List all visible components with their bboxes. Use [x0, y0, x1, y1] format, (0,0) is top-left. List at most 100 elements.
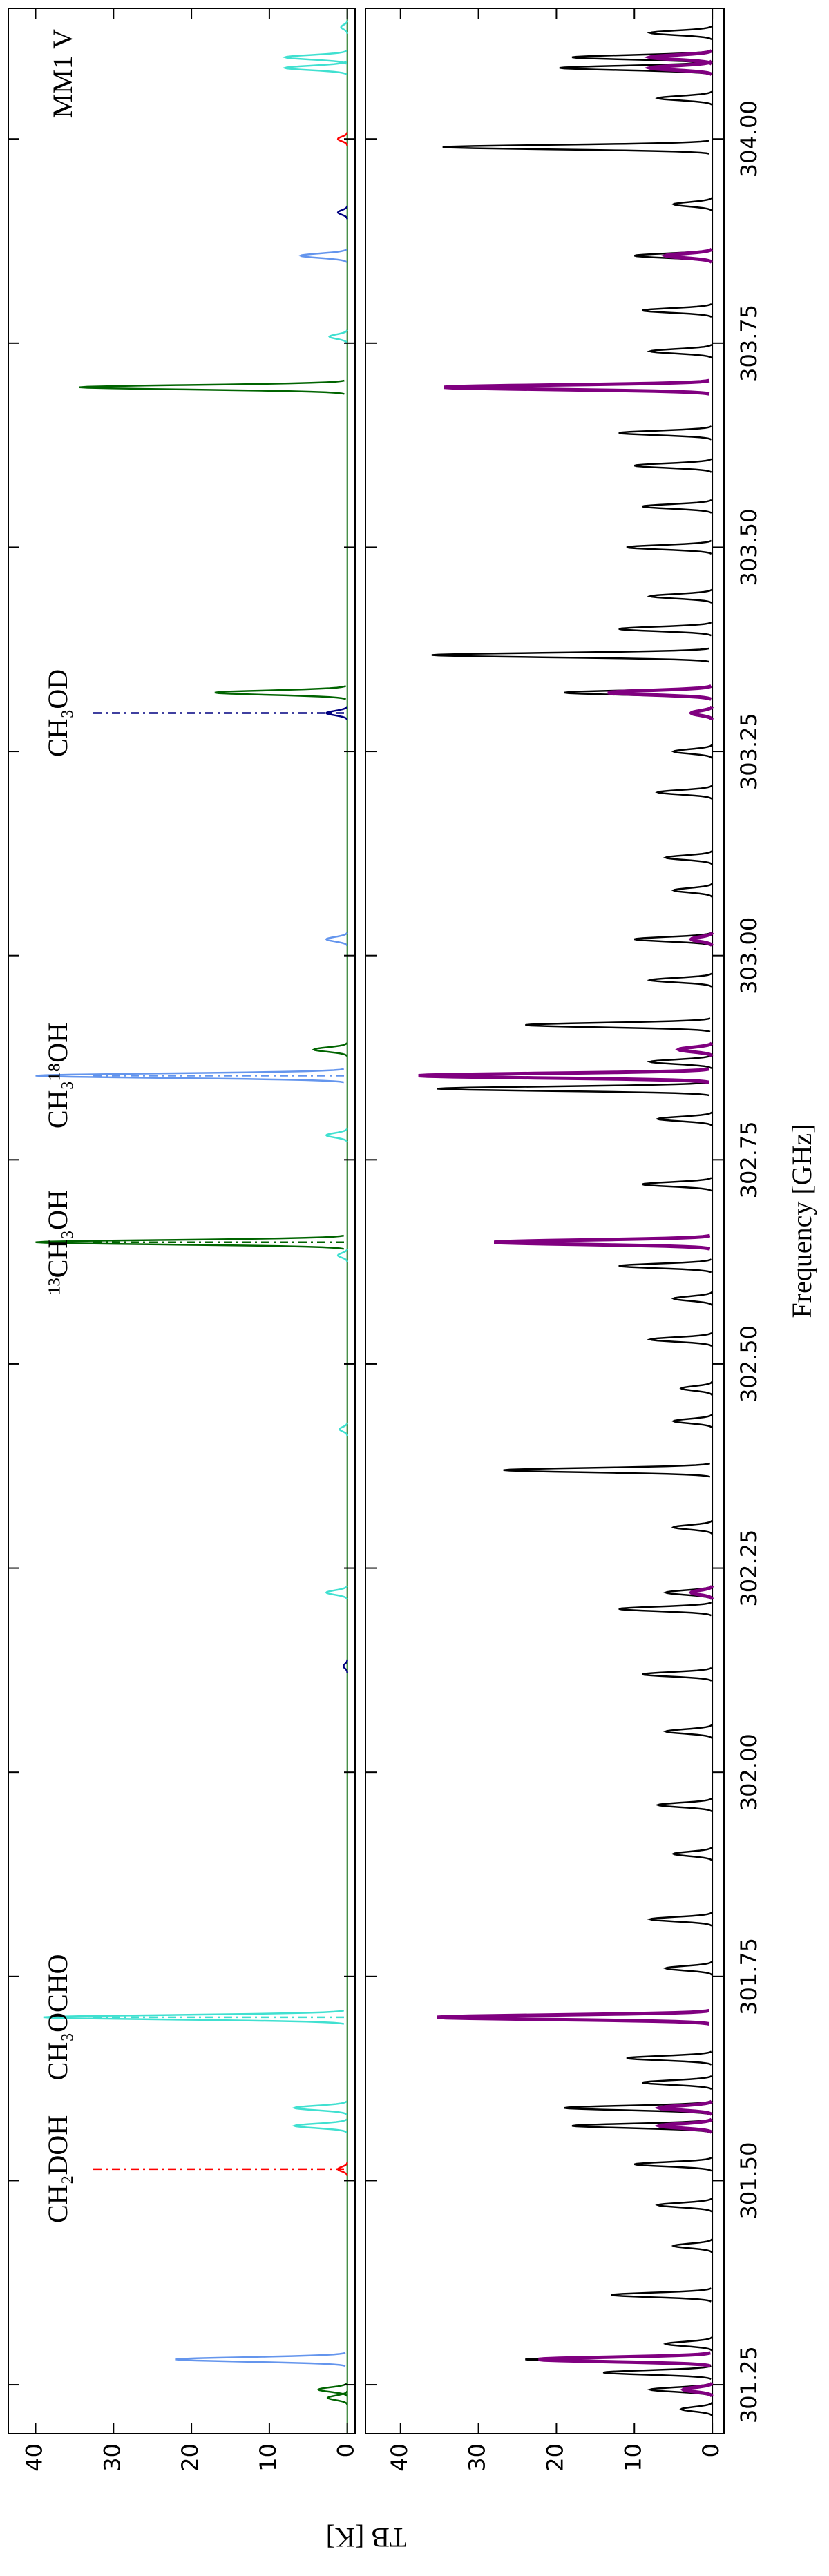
spectral-line	[647, 588, 712, 604]
spectral-line	[671, 1847, 713, 1861]
spectral-line	[328, 329, 348, 344]
x-tick-label: 303.50	[736, 508, 762, 586]
spectral-line	[35, 1234, 344, 1250]
spectral-line	[655, 1111, 713, 1126]
x-tick-label: 303.25	[736, 713, 762, 790]
spectral-line	[618, 621, 712, 637]
spectral-line	[671, 197, 713, 212]
x-tick-label: 301.50	[736, 2142, 762, 2219]
spectral-line	[642, 2075, 712, 2090]
spectral-line	[634, 458, 712, 473]
spectral-line	[647, 1054, 712, 1070]
x-tick-label: 302.50	[736, 1325, 762, 1403]
spectral-line	[564, 2100, 712, 2115]
spectral-line	[312, 1042, 348, 1057]
spectral-line	[493, 1233, 711, 1251]
x-tick-label: 302.75	[736, 1121, 762, 1198]
spectral-line	[655, 2198, 713, 2213]
spectral-line	[647, 1912, 712, 1927]
spectral-line	[325, 1128, 348, 1142]
spectral-line	[618, 1258, 712, 1273]
x-axis-label: Frequency [GHz]	[786, 1124, 817, 1318]
spectral-line	[336, 205, 348, 220]
y-tick-label: 40	[386, 2443, 412, 2472]
spectral-line	[663, 1724, 713, 1739]
spectral-line	[688, 706, 714, 720]
spectral-line	[79, 379, 345, 395]
spectral-line	[618, 425, 712, 441]
y-axis-label: TB [K]	[326, 2522, 407, 2553]
spectral-line	[647, 343, 712, 359]
spectral-line	[679, 1381, 713, 1396]
spectral-line	[642, 1666, 712, 1682]
spectral-line	[43, 2010, 344, 2025]
line-label: CH₃¹⁸OH	[42, 1023, 73, 1128]
spectral-line	[642, 499, 712, 514]
spectral-line	[525, 1017, 711, 1033]
spectral-line	[214, 685, 347, 700]
spectral-line	[292, 2118, 347, 2133]
y-tick-label: 40	[21, 2443, 47, 2472]
spectral-line	[643, 59, 713, 76]
spectral-line	[282, 60, 347, 75]
spectral-line	[618, 1601, 712, 1617]
spectral-line	[679, 2402, 713, 2416]
line-label: ¹³CH₃OH	[42, 1190, 73, 1294]
spectral-line	[654, 2099, 713, 2116]
spectral-line	[431, 647, 709, 663]
x-tick-label: 303.75	[736, 305, 762, 382]
x-tick-label: 301.25	[736, 2346, 762, 2423]
spectral-line	[339, 1422, 348, 1436]
spectral-line	[688, 932, 714, 947]
spectral-line	[634, 932, 712, 947]
spectral-line	[437, 1081, 709, 1097]
y-tick-label: 30	[464, 2443, 490, 2472]
spectral-line	[282, 50, 347, 65]
spectral-line	[634, 2157, 712, 2172]
spectral-line	[643, 49, 713, 66]
y-tick-label: 30	[99, 2443, 125, 2472]
spectral-line	[688, 1585, 714, 1600]
spectral-line	[655, 1797, 713, 1813]
spectral-line	[571, 2118, 712, 2133]
spectral-line	[444, 378, 710, 396]
panel-frame	[365, 8, 725, 2434]
spectral-line	[647, 1332, 712, 1347]
line-label: CH₂DOH	[42, 2115, 73, 2223]
spectral-line	[326, 2390, 348, 2405]
panel-frame	[8, 8, 356, 2434]
spectral-line	[418, 1067, 709, 1084]
spectral-line	[671, 1291, 713, 1306]
y-tick-label: 20	[177, 2443, 203, 2472]
spectral-line	[671, 1414, 713, 1429]
spectral-line	[626, 539, 712, 555]
line-label: CH₃OD	[42, 669, 73, 757]
x-tick-label: 301.75	[736, 1938, 762, 2015]
spectral-line	[538, 2351, 711, 2368]
spectral-line	[342, 1659, 348, 1673]
spectral-line	[660, 247, 714, 264]
figure: CH₂DOH CH₃OCHO ¹³CH₃OH CH₃¹⁸OH CH₃OD 0 10 20 30 4…	[8, 8, 817, 2553]
x-tick-label: 303.00	[736, 917, 762, 994]
spectral-line	[611, 2287, 712, 2303]
annotation: MM1 V	[47, 29, 78, 118]
spectral-line	[655, 785, 713, 800]
spectral-line	[675, 1041, 714, 1057]
spectral-line	[663, 2336, 713, 2352]
spectral-line	[325, 932, 348, 947]
spectral-line	[663, 1961, 713, 1976]
spectral-line	[680, 2382, 714, 2398]
line-label: CH₃OCHO	[42, 1954, 73, 2080]
x-tick-label: 302.25	[736, 1530, 762, 1607]
spectral-line	[671, 744, 713, 759]
spectral-line	[671, 883, 713, 898]
y-tick-label: 0	[333, 2443, 359, 2457]
spectral-line	[663, 850, 713, 865]
spectral-line	[647, 972, 712, 988]
spectral-line	[654, 2117, 713, 2134]
spectral-line	[503, 1462, 710, 1478]
spectral-line	[671, 2238, 713, 2253]
y-tick-label: 10	[255, 2443, 281, 2472]
